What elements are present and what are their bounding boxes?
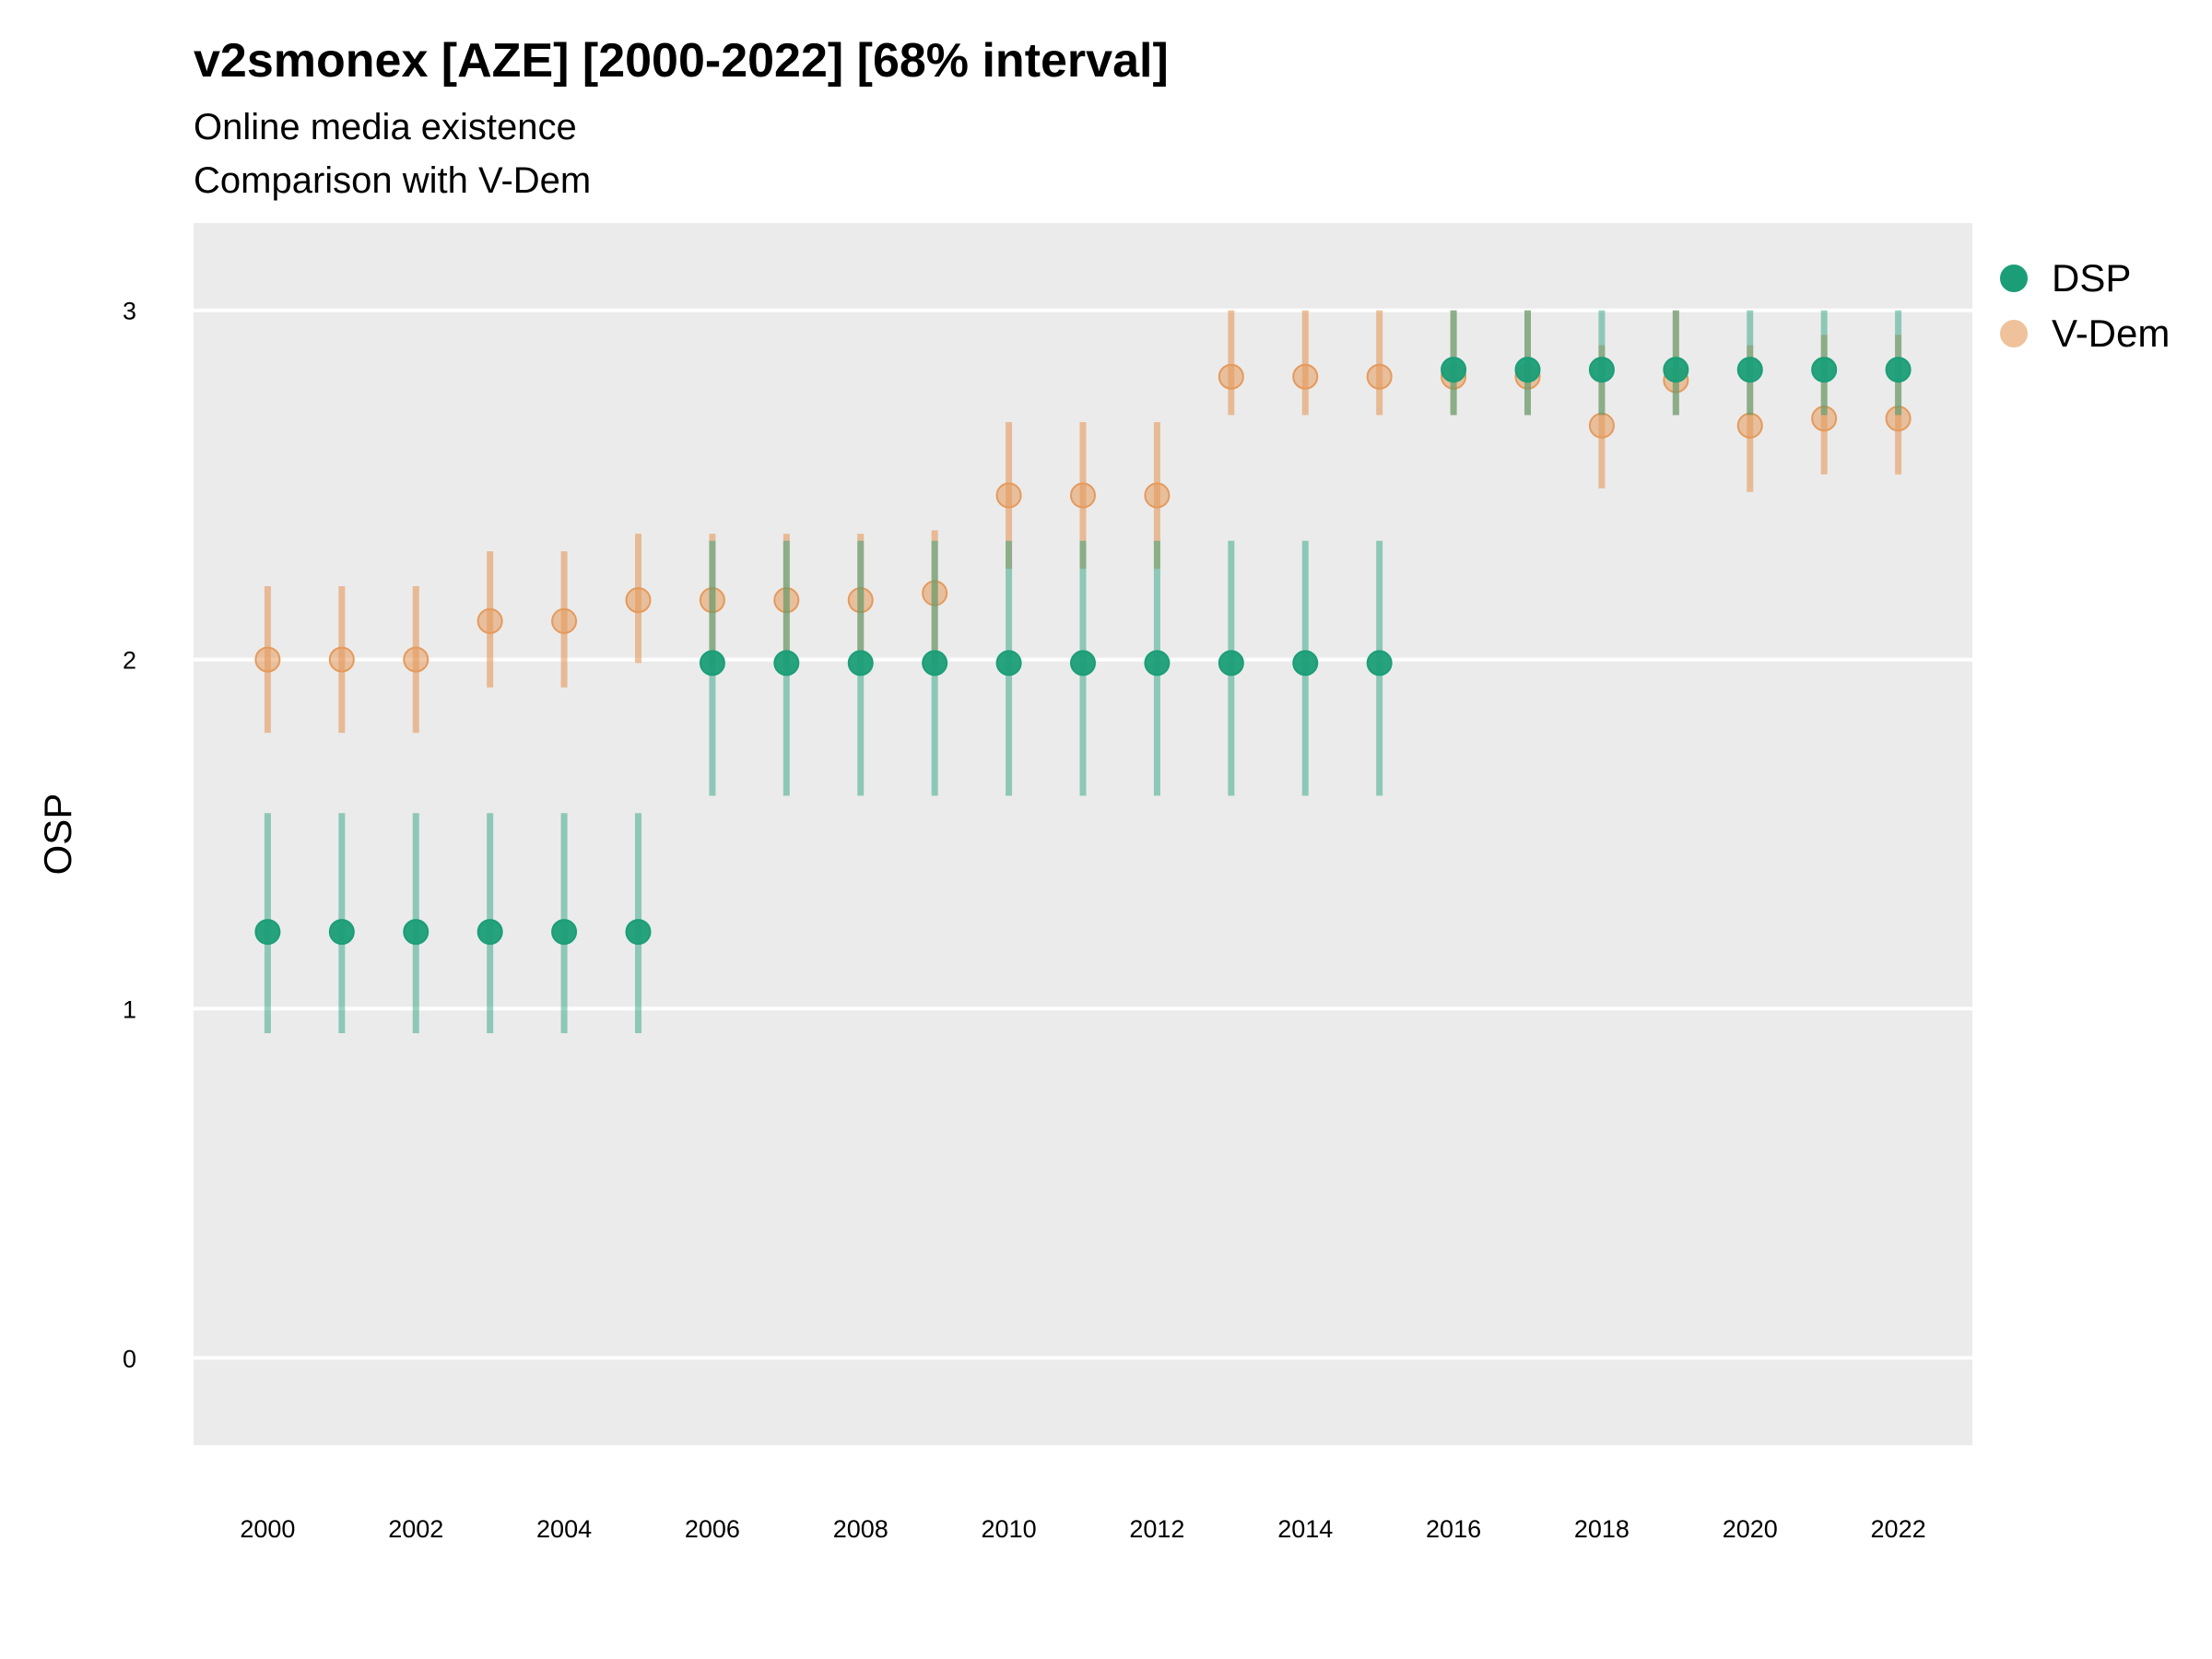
legend-key-vdem [2000,320,2028,347]
legend-item-vdem: V-Dem [2000,306,2170,361]
legend-key-dsp [2000,265,2028,292]
x-tick-label: 2008 [833,1515,888,1543]
legend-label-dsp: DSP [2052,256,2132,300]
point-vdem [1070,482,1096,509]
point-dsp [1441,357,1467,383]
y-axis-label: OSP [36,794,79,876]
plot-panel [194,223,1972,1445]
point-dsp [1736,357,1763,383]
point-dsp [1070,650,1096,677]
point-vdem [1218,363,1244,390]
point-vdem [1588,412,1615,439]
point-dsp [1292,650,1319,677]
point-vdem [254,646,281,673]
point-dsp [699,650,725,677]
x-tick-label: 2014 [1277,1515,1333,1543]
x-tick-label: 2000 [240,1515,295,1543]
chart-title: v2smonex [AZE] [2000-2022] [68% interval… [194,34,1169,88]
point-dsp [254,919,281,946]
point-dsp [1144,650,1171,677]
x-tick-label: 2004 [536,1515,592,1543]
point-dsp [328,919,355,946]
data-series [254,310,1912,1033]
point-dsp [1514,357,1541,383]
series-dsp [254,310,1912,1033]
point-dsp [1218,650,1244,677]
y-axis-ticks: 0 1 2 3 [123,298,136,1373]
point-vdem [995,482,1022,509]
x-tick-label: 2012 [1129,1515,1184,1543]
point-vdem [773,587,800,614]
point-vdem [1144,482,1171,509]
point-dsp [922,650,948,677]
point-vdem [699,587,725,614]
chart-subtitle: Online media existence [194,107,577,147]
point-vdem [1366,363,1393,390]
point-dsp [625,919,652,946]
point-dsp [1663,357,1689,383]
point-vdem [625,587,652,614]
x-tick-label: 2020 [1723,1515,1778,1543]
legend-label-vdem: V-Dem [2052,312,2171,355]
point-dsp [773,650,800,677]
point-vdem [1736,412,1763,439]
chart-subtitle-2: Comparison with V-Dem [194,160,592,201]
point-dsp [551,919,578,946]
x-tick-label: 2002 [388,1515,443,1543]
legend: DSP V-Dem [2000,251,2170,361]
y-tick-label: 2 [123,647,136,675]
point-dsp [847,650,874,677]
x-axis-ticks: 2000 2002 2004 2006 2008 2010 2012 2014 2016 2018… [240,1515,1925,1543]
point-vdem [1811,406,1838,432]
x-tick-label: 2016 [1426,1515,1481,1543]
x-tick-label: 2010 [982,1515,1037,1543]
x-tick-label: 2022 [1871,1515,1926,1543]
point-dsp [1588,357,1615,383]
point-vdem [922,580,948,606]
y-tick-label: 3 [123,298,136,325]
legend-item-dsp: DSP [2000,251,2170,306]
point-vdem [1885,406,1912,432]
x-tick-label: 2006 [685,1515,740,1543]
point-vdem [328,646,355,673]
y-tick-label: 1 [123,995,136,1023]
point-dsp [1811,357,1838,383]
point-dsp [403,919,429,946]
point-vdem [551,607,578,634]
point-dsp [477,919,503,946]
point-vdem [847,587,874,614]
point-vdem [403,646,429,673]
y-tick-label: 0 [123,1345,136,1372]
x-tick-label: 2018 [1574,1515,1630,1543]
point-vdem [477,607,503,634]
point-vdem [1292,363,1319,390]
point-dsp [995,650,1022,677]
series-vdem [254,310,1912,734]
point-dsp [1885,357,1912,383]
point-dsp [1366,650,1393,677]
